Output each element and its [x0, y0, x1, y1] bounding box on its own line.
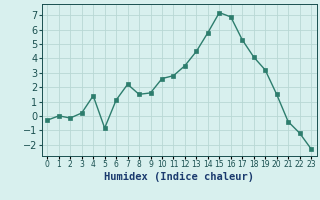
X-axis label: Humidex (Indice chaleur): Humidex (Indice chaleur): [104, 172, 254, 182]
